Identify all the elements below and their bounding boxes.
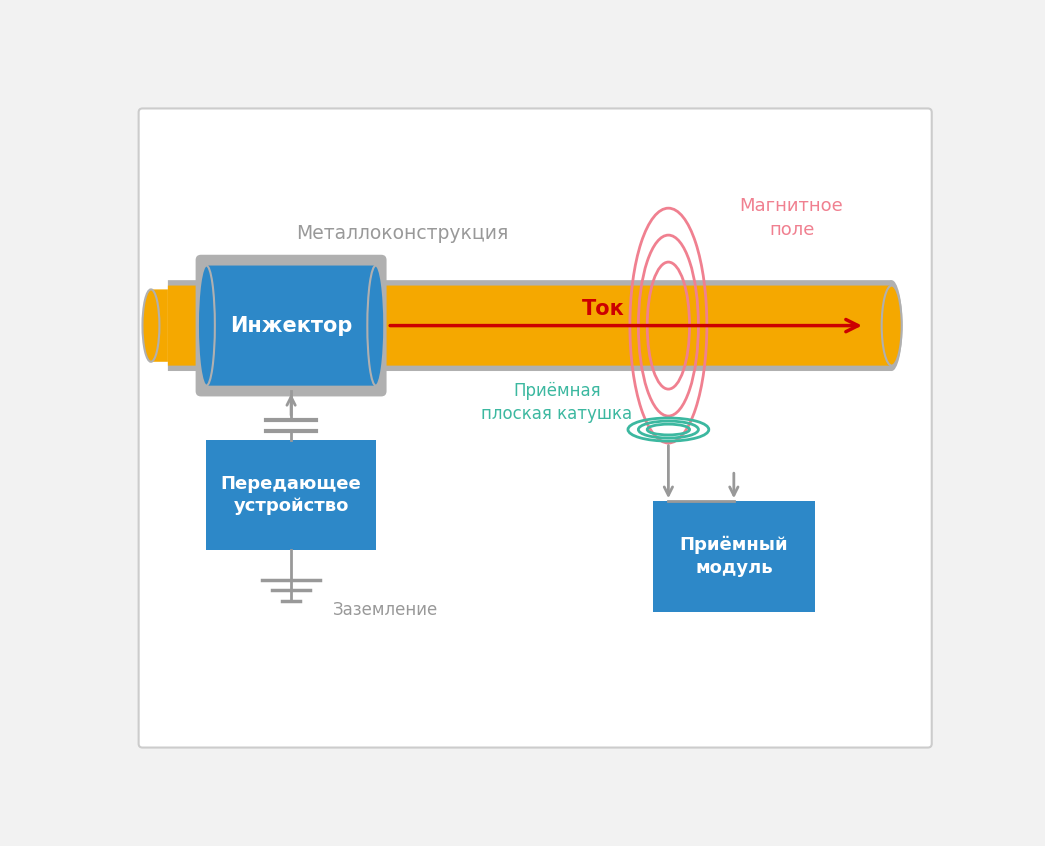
Ellipse shape (368, 266, 385, 386)
FancyBboxPatch shape (653, 501, 815, 612)
Text: Магнитное
поле: Магнитное поле (740, 197, 843, 239)
FancyBboxPatch shape (206, 440, 376, 551)
Ellipse shape (882, 286, 902, 365)
Ellipse shape (142, 289, 160, 362)
FancyBboxPatch shape (150, 289, 168, 362)
FancyBboxPatch shape (168, 286, 891, 365)
Text: Заземление: Заземление (333, 601, 439, 618)
Text: Приёмная
плоская катушка: Приёмная плоская катушка (481, 382, 632, 424)
Text: Передающее
устройство: Передающее устройство (220, 475, 362, 515)
FancyBboxPatch shape (206, 266, 376, 386)
FancyBboxPatch shape (139, 108, 932, 748)
FancyBboxPatch shape (168, 280, 891, 371)
Ellipse shape (881, 280, 903, 371)
Text: Ток: Ток (582, 299, 624, 319)
Ellipse shape (198, 266, 215, 386)
Text: Приёмный
модуль: Приёмный модуль (679, 536, 788, 577)
FancyBboxPatch shape (195, 255, 387, 397)
Text: Инжектор: Инжектор (230, 316, 352, 336)
Text: Металлоконструкция: Металлоконструкция (297, 223, 509, 243)
